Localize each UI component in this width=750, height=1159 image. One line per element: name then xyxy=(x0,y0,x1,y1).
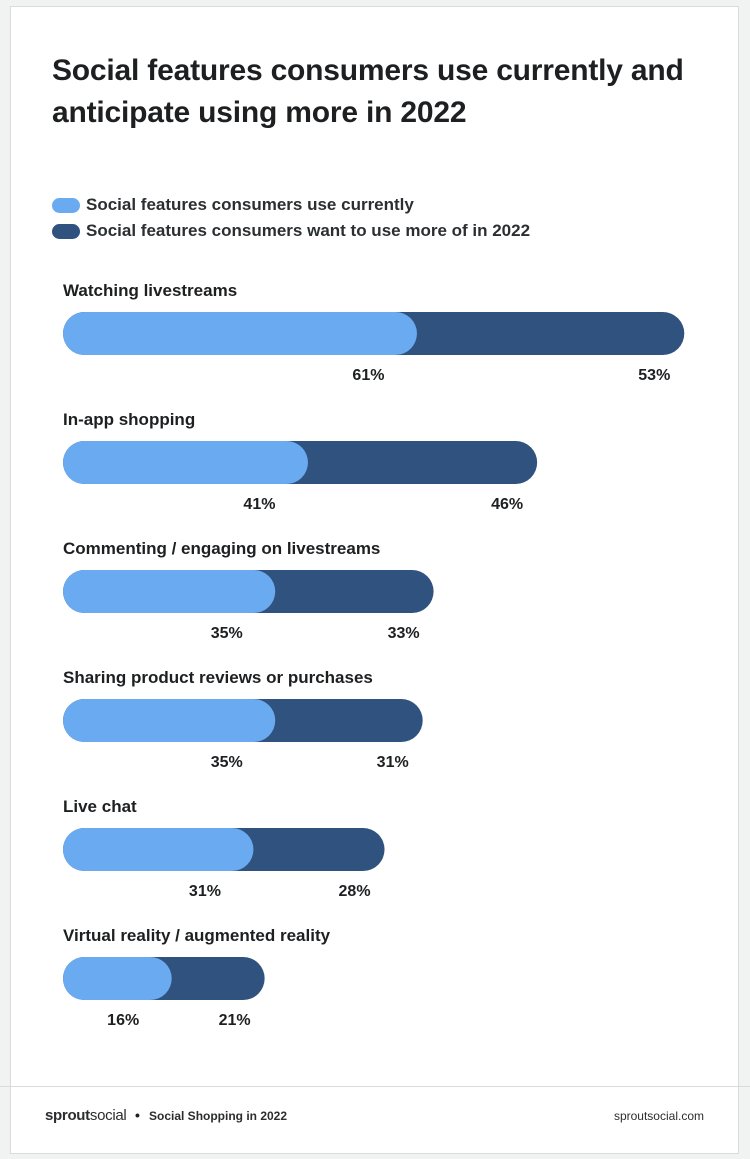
category-label-live-chat: Live chat xyxy=(63,797,137,816)
legend: Social features consumers use currently … xyxy=(52,192,530,244)
value-label-current-sharing-product-reviews-or-purchases: 35% xyxy=(211,754,243,771)
legend-item-current: Social features consumers use currently xyxy=(52,192,530,218)
footer-separator: • xyxy=(135,1107,140,1123)
bar-current-virtual-reality-augmented-reality xyxy=(63,957,172,1000)
value-label-future-commenting-engaging-on-livestreams: 33% xyxy=(388,625,420,642)
bar-current-watching-livestreams xyxy=(63,312,417,355)
bar-current-sharing-product-reviews-or-purchases xyxy=(63,699,276,742)
bar-current-live-chat xyxy=(63,828,254,871)
chart-title: Social features consumers use currently … xyxy=(52,54,684,129)
value-label-future-virtual-reality-augmented-reality: 21% xyxy=(219,1012,251,1029)
footer-divider xyxy=(0,1086,750,1087)
value-label-future-watching-livestreams: 53% xyxy=(638,367,670,384)
value-label-current-watching-livestreams: 61% xyxy=(352,367,384,384)
value-label-current-virtual-reality-augmented-reality: 16% xyxy=(107,1012,139,1029)
bar-current-commenting-engaging-on-livestreams xyxy=(63,570,276,613)
value-label-future-sharing-product-reviews-or-purchases: 31% xyxy=(377,754,409,771)
legend-swatch-future xyxy=(52,223,80,239)
category-label-sharing-product-reviews-or-purchases: Sharing product reviews or purchases xyxy=(63,668,373,687)
category-label-virtual-reality-augmented-reality: Virtual reality / augmented reality xyxy=(63,926,331,945)
value-label-current-live-chat: 31% xyxy=(189,883,221,900)
value-label-future-live-chat: 28% xyxy=(339,883,371,900)
site-url: sproutsocial.com xyxy=(613,1109,704,1123)
bar-chart: Watching livestreams 61% 53% In-app shoppin… xyxy=(63,281,685,1029)
value-label-future-in-app-shopping: 46% xyxy=(491,496,523,513)
bar-current-in-app-shopping xyxy=(63,441,308,484)
category-label-watching-livestreams: Watching livestreams xyxy=(63,281,237,300)
report-title: Social Shopping in 2022 xyxy=(149,1109,288,1123)
legend-label-future: Social features consumers want to use mo… xyxy=(86,221,531,240)
value-label-current-commenting-engaging-on-livestreams: 35% xyxy=(211,625,243,642)
category-label-commenting-engaging-on-livestreams: Commenting / engaging on livestreams xyxy=(63,539,380,558)
legend-item-future: Social features consumers want to use mo… xyxy=(52,218,530,244)
value-label-current-in-app-shopping: 41% xyxy=(243,496,275,513)
brand-logo: sproutsocial xyxy=(45,1107,127,1124)
legend-label-current: Social features consumers use currently xyxy=(86,195,414,214)
legend-swatch-current xyxy=(52,197,80,213)
category-label-in-app-shopping: In-app shopping xyxy=(63,410,195,429)
